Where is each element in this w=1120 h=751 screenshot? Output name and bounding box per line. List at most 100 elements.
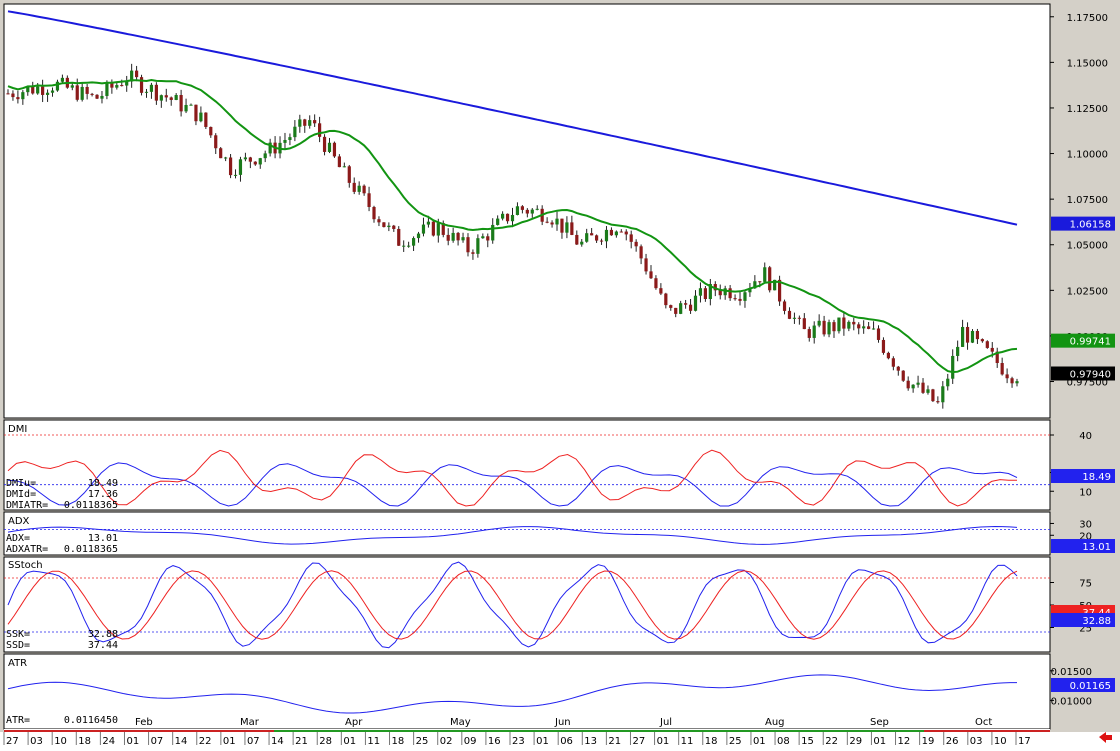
candle-body <box>90 93 94 95</box>
x-month-label: Aug <box>765 717 785 728</box>
x-day-label: 21 <box>608 736 621 747</box>
candle-body <box>1015 381 1019 384</box>
candle-body <box>862 326 866 329</box>
dmi-value-tag <box>1051 469 1115 483</box>
candle-body <box>867 326 871 329</box>
candle-body <box>471 252 475 254</box>
candle-body <box>204 112 208 127</box>
candle-body <box>1010 378 1014 384</box>
candle-body <box>891 358 895 367</box>
candle-body <box>837 317 841 332</box>
stoch-tick-label: 75 <box>1079 579 1092 590</box>
x-day-label: 03 <box>30 736 43 747</box>
candle-body <box>926 389 930 393</box>
candle-body <box>194 104 198 122</box>
candle-body <box>476 238 480 254</box>
candle-body <box>431 221 435 236</box>
x-day-label: 18 <box>392 736 405 747</box>
x-month-label: Feb <box>135 717 153 728</box>
candle-body <box>975 330 980 340</box>
candle-body <box>515 206 520 215</box>
x-day-label: 18 <box>78 736 91 747</box>
price-value-label: 1.06158 <box>1070 220 1111 231</box>
candle-body <box>402 245 406 247</box>
left-arrow-icon <box>1099 732 1112 743</box>
dmi-tick-label: 40 <box>1079 431 1092 442</box>
candle-body <box>169 97 173 100</box>
candle-body <box>421 224 426 234</box>
candle-body <box>753 281 757 289</box>
candle-body <box>243 157 248 160</box>
x-month-label: Mar <box>240 717 260 728</box>
candle-body <box>253 161 257 165</box>
atr-title: ATR <box>8 658 27 669</box>
candle-body <box>941 386 945 403</box>
candle-body <box>629 234 633 242</box>
x-day-label: 01 <box>536 736 549 747</box>
candle-body <box>466 237 470 253</box>
stoch-tick-label: 25 <box>1079 624 1092 635</box>
dmi-readout-label: DMIATR= <box>6 500 48 511</box>
stoch-readout-label: SSK= <box>6 629 30 640</box>
candle-body <box>708 284 712 300</box>
candle-body <box>684 303 688 305</box>
x-day-label: 01 <box>126 736 139 747</box>
atr-tick-label: 0.01000 <box>1051 696 1092 707</box>
candle-body <box>827 322 831 335</box>
dmi-readout-label: DMIu= <box>6 478 36 489</box>
dmi-down-line <box>7 462 1018 507</box>
candle-body <box>387 225 391 228</box>
x-day-label: 01 <box>343 736 356 747</box>
candle-body <box>347 166 351 183</box>
candle-body <box>21 92 25 100</box>
candle-body <box>318 123 322 137</box>
x-day-label: 01 <box>873 736 886 747</box>
candle-body <box>857 324 861 329</box>
x-day-label: 01 <box>657 736 670 747</box>
candle-body <box>85 86 89 94</box>
candle-body <box>654 278 658 289</box>
candle-body <box>555 218 559 225</box>
scroll-left-button[interactable] <box>1099 732 1112 743</box>
candle-body <box>580 241 584 245</box>
candle-body <box>144 91 149 93</box>
candle-body <box>748 288 752 293</box>
candle-body <box>980 339 984 342</box>
candle-body <box>228 157 233 176</box>
atr-panel: ATR 0.01500 0.01000 ATR= 0.0116450 0.01165 <box>3 653 1115 730</box>
price-panel: 1.17500 1.15000 1.12500 1.10000 1.07500 1.050… <box>3 3 1115 419</box>
candle-body <box>906 380 910 389</box>
x-day-label: 28 <box>319 736 332 747</box>
adx-readout-label: ADXATR= <box>6 544 48 555</box>
x-month-label: Jul <box>659 717 672 728</box>
candle-body <box>960 326 965 347</box>
candle-body <box>298 119 302 127</box>
candle-body <box>817 320 821 326</box>
candle-body <box>970 330 975 343</box>
candle-body <box>45 92 50 95</box>
adx-readout-value: 13.01 <box>88 533 118 544</box>
candle-body <box>446 234 450 241</box>
candle-body <box>31 86 35 94</box>
price-tick-label: 1.10000 <box>1067 150 1108 161</box>
candle-body <box>407 245 411 247</box>
stoch-k-line <box>7 561 1018 649</box>
x-day-label: 10 <box>54 736 67 747</box>
stoch-k-value-label: 32.88 <box>1082 616 1111 627</box>
candle-body <box>886 352 891 359</box>
stoch-d-line <box>7 570 1018 640</box>
dmi-readout-value: 0.0118365 <box>64 500 118 511</box>
candle-body <box>486 236 490 241</box>
candle-body <box>530 209 534 214</box>
candle-body <box>416 233 421 239</box>
candle-body <box>871 328 876 330</box>
candle-body <box>921 382 925 393</box>
price-value-tag <box>1051 333 1115 348</box>
x-day-label: 25 <box>416 736 429 747</box>
price-tick-label: 1.05000 <box>1067 241 1108 252</box>
x-day-label: 10 <box>994 736 1007 747</box>
adx-title: ADX <box>8 516 30 527</box>
candle-body <box>159 95 163 101</box>
